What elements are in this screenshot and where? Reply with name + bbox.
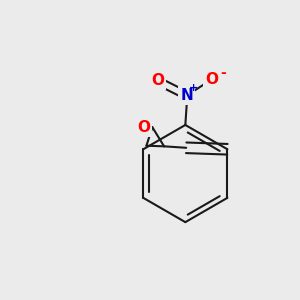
Text: -: -: [220, 66, 226, 80]
Text: O: O: [151, 73, 164, 88]
Text: O: O: [137, 120, 150, 135]
Text: +: +: [189, 83, 198, 93]
Text: O: O: [205, 72, 218, 87]
Text: N: N: [180, 88, 193, 103]
